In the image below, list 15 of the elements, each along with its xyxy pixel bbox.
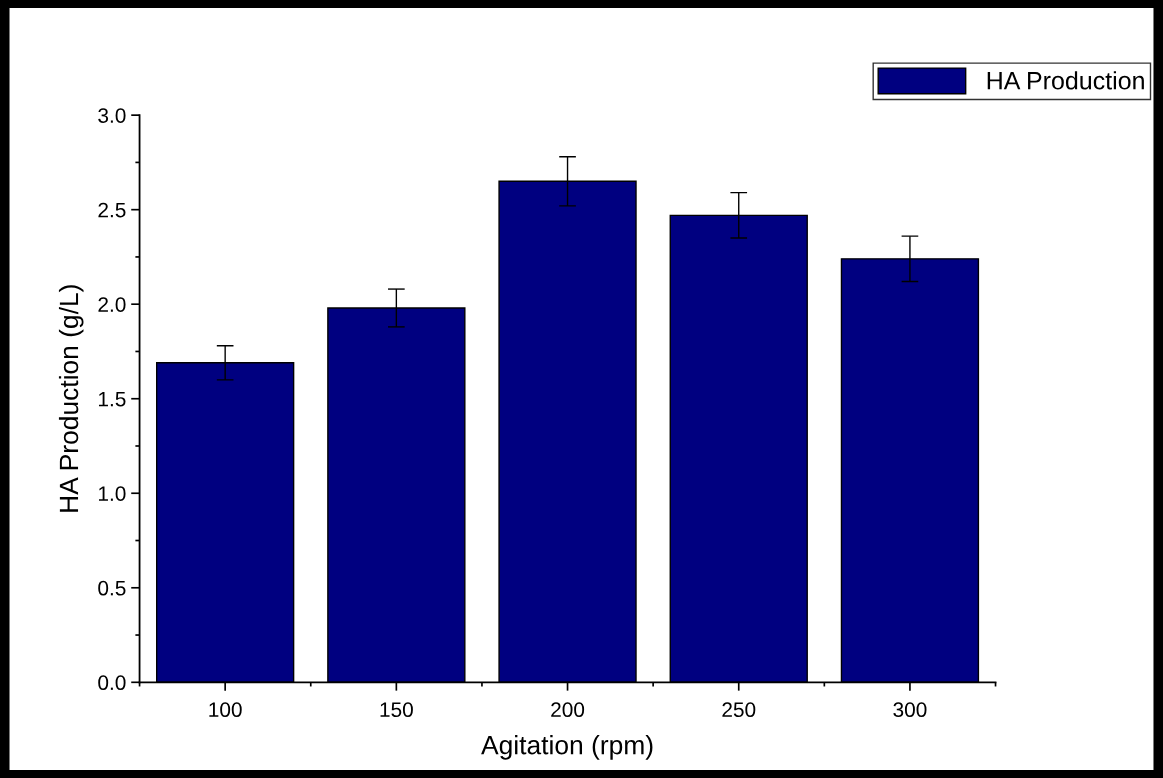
y-tick-label: 2.5: [98, 202, 126, 218]
y-tick-label: 0.0: [98, 675, 126, 691]
x-tick-label: 200: [551, 702, 585, 718]
legend-label: HA Production: [987, 71, 1144, 90]
x-tick-label: 250: [722, 702, 756, 718]
y-tick-label: 1.0: [99, 486, 126, 502]
y-tick-label: 1.5: [99, 391, 126, 407]
y-tick-label: 3.0: [98, 108, 126, 123]
x-tick-label: 150: [380, 702, 413, 718]
y-axis-title: HA Production (g/L): [58, 285, 84, 512]
y-tick-label: 0.5: [98, 580, 126, 596]
x-tick-label: 300: [893, 702, 927, 718]
x-axis-title: Agitation (rpm): [481, 735, 653, 760]
y-tick-label: 2.0: [98, 297, 126, 312]
x-tick-label: 100: [209, 702, 242, 718]
